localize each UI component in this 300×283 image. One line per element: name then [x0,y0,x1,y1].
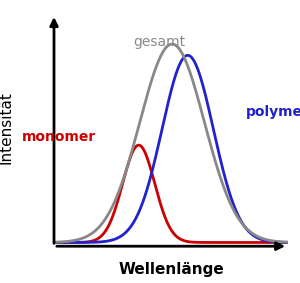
Text: gesamt: gesamt [134,35,186,49]
Text: Wellenlänge: Wellenlänge [118,262,224,277]
Text: polymer: polymer [246,105,300,119]
Text: Intensität: Intensität [0,91,14,164]
Text: monomer: monomer [22,130,96,144]
